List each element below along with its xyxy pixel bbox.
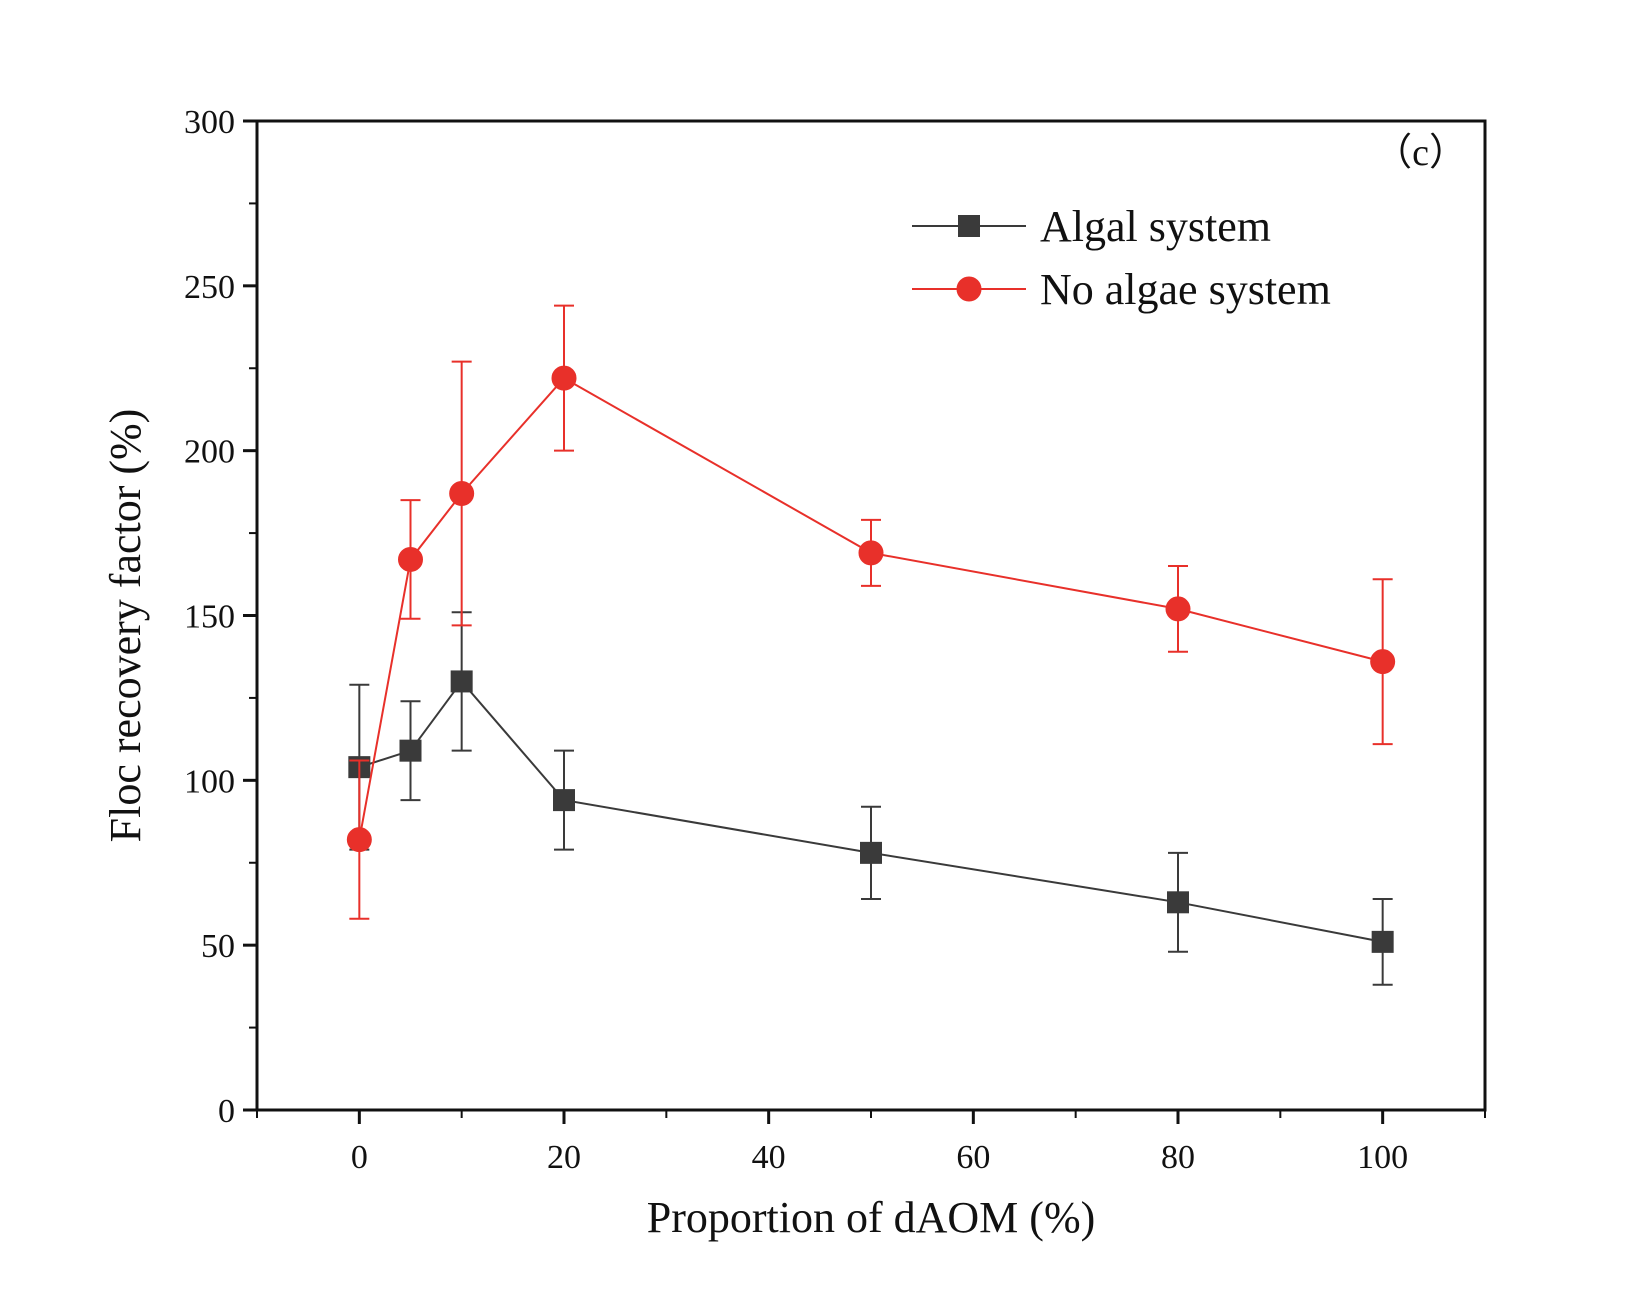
data-point (1370, 649, 1396, 675)
data-point (858, 540, 884, 566)
y-tick-label: 200 (184, 434, 235, 471)
data-point (1167, 891, 1189, 914)
legend-label: No algae system (1040, 265, 1331, 314)
legend-entry: Algal system (912, 202, 1271, 251)
data-point (860, 841, 882, 864)
series-algal-system (348, 611, 1394, 986)
panel-label: （c） (1374, 132, 1467, 174)
y-tick-label: 300 (184, 104, 235, 141)
x-axis-title: Proportion of dAOM (%) (647, 1193, 1096, 1242)
data-point (551, 365, 577, 391)
data-point (449, 481, 475, 507)
data-point (1371, 930, 1394, 953)
data-point (399, 739, 422, 762)
x-tick-label: 20 (547, 1139, 581, 1176)
data-point (398, 546, 423, 572)
series-no-algae-system (346, 304, 1396, 920)
x-tick-label: 60 (956, 1139, 990, 1176)
legend-entry: No algae system (912, 265, 1331, 314)
data-point (1165, 596, 1191, 622)
x-tick-label: 80 (1161, 1139, 1195, 1176)
data-point (346, 827, 372, 853)
y-tick-label: 150 (184, 599, 235, 636)
x-tick-label: 0 (351, 1139, 368, 1176)
y-axis-title: Floc recovery factor (%) (101, 409, 150, 843)
legend-marker (958, 215, 980, 237)
data-point (553, 789, 575, 812)
legend: Algal system No algae system (912, 202, 1331, 314)
y-tick-label: 0 (218, 1093, 235, 1130)
y-tick-label: 250 (184, 269, 235, 306)
x-tick-label: 100 (1357, 1139, 1408, 1176)
legend-label: Algal system (1040, 202, 1271, 251)
y-tick-label: 100 (184, 763, 235, 800)
legend-marker (956, 276, 982, 302)
data-point (450, 670, 473, 693)
y-tick-label: 50 (201, 928, 235, 965)
x-tick-label: 40 (752, 1139, 786, 1176)
